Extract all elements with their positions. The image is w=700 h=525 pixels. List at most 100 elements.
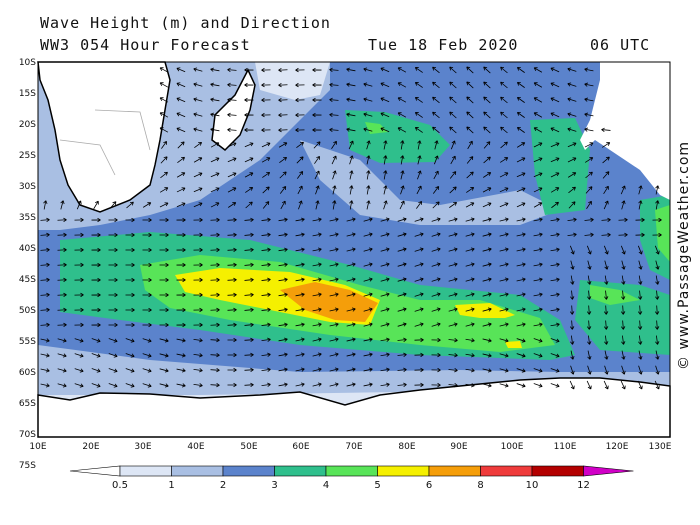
direction-arrow	[568, 201, 576, 209]
direction-arrow	[567, 142, 577, 148]
direction-arrow	[449, 111, 457, 119]
direction-arrow	[516, 383, 526, 388]
direction-arrow	[91, 368, 101, 373]
direction-arrow	[108, 368, 118, 373]
direction-arrow	[109, 201, 117, 209]
direction-arrow	[601, 127, 611, 132]
direction-arrow	[638, 260, 643, 270]
direction-arrow	[295, 352, 305, 357]
direction-arrow	[516, 307, 526, 312]
direction-arrow	[176, 232, 186, 238]
direction-arrow	[210, 247, 220, 253]
direction-arrow	[227, 157, 237, 163]
direction-arrow	[635, 217, 645, 223]
lon-label: 100E	[501, 442, 524, 452]
direction-arrow	[193, 232, 203, 238]
direction-arrow	[176, 322, 186, 328]
direction-arrow	[414, 382, 424, 388]
direction-arrow	[244, 307, 254, 312]
direction-arrow	[227, 232, 237, 238]
direction-arrow	[380, 67, 390, 73]
direction-arrow	[570, 365, 575, 375]
direction-arrow	[604, 335, 609, 345]
direction-arrow	[40, 232, 50, 238]
direction-arrow	[603, 305, 609, 315]
direction-arrow	[76, 200, 82, 210]
direction-arrow	[465, 322, 475, 327]
direction-arrow	[312, 277, 322, 282]
direction-arrow	[346, 367, 356, 372]
lon-label: 110E	[554, 442, 577, 452]
direction-arrow	[516, 368, 526, 373]
direction-arrow	[570, 350, 575, 360]
direction-arrow	[533, 127, 543, 133]
direction-arrow	[380, 262, 390, 267]
direction-arrow	[638, 335, 643, 345]
direction-arrow	[363, 82, 373, 87]
direction-arrow	[432, 111, 440, 119]
direction-arrow	[584, 82, 594, 87]
direction-arrow	[550, 307, 560, 312]
direction-arrow	[417, 155, 422, 165]
lat-label: 75S	[19, 461, 36, 471]
direction-arrow	[621, 260, 626, 270]
direction-arrow	[448, 322, 458, 327]
direction-arrow	[414, 112, 423, 118]
direction-arrow	[604, 350, 609, 360]
direction-arrow	[465, 307, 475, 312]
direction-arrow	[244, 142, 254, 148]
direction-arrow	[516, 338, 526, 343]
direction-arrow	[416, 200, 423, 209]
direction-arrow	[261, 82, 271, 88]
direction-arrow	[176, 368, 186, 373]
direction-arrow	[244, 292, 254, 297]
direction-arrow	[603, 185, 609, 195]
direction-arrow	[332, 185, 337, 195]
forecast-date: Tue 18 Feb 2020	[368, 36, 519, 54]
direction-arrow	[516, 187, 526, 193]
direction-arrow	[638, 290, 643, 300]
lon-label: 120E	[606, 442, 629, 452]
direction-arrow	[295, 97, 305, 103]
lon-label: 40E	[187, 442, 204, 452]
direction-arrow	[125, 232, 135, 238]
site-credit: © www.PassageWeather.com	[676, 140, 692, 370]
direction-arrow	[449, 186, 457, 194]
direction-arrow	[363, 367, 373, 372]
direction-arrow	[380, 82, 390, 88]
direction-arrow	[329, 292, 339, 297]
direction-arrow	[652, 232, 662, 238]
direction-arrow	[346, 247, 356, 252]
direction-arrow	[465, 202, 475, 208]
direction-arrow	[465, 232, 475, 237]
direction-arrow	[397, 307, 407, 312]
direction-arrow	[655, 185, 660, 195]
direction-arrow	[57, 322, 67, 328]
direction-arrow	[142, 307, 152, 313]
direction-arrow	[346, 277, 356, 282]
direction-arrow	[227, 172, 237, 178]
direction-arrow	[227, 262, 237, 268]
direction-arrow	[483, 156, 491, 164]
direction-arrow	[516, 353, 526, 358]
direction-arrow	[635, 232, 645, 238]
direction-arrow	[654, 320, 660, 330]
lat-label: 20S	[19, 120, 36, 130]
direction-arrow	[431, 247, 441, 252]
direction-arrow	[414, 97, 423, 103]
direction-arrow	[278, 127, 288, 133]
direction-arrow	[499, 262, 509, 267]
direction-arrow	[550, 97, 560, 103]
direction-arrow	[125, 338, 135, 343]
lon-label: 70E	[345, 442, 362, 452]
direction-arrow	[366, 140, 371, 150]
direction-arrow	[397, 262, 407, 267]
direction-arrow	[331, 155, 337, 165]
direction-arrow	[161, 140, 168, 149]
direction-arrow	[638, 275, 643, 285]
direction-arrow	[603, 380, 609, 390]
direction-arrow	[620, 380, 626, 390]
direction-arrow	[432, 126, 440, 134]
direction-arrow	[584, 142, 594, 148]
direction-arrow	[40, 307, 50, 313]
